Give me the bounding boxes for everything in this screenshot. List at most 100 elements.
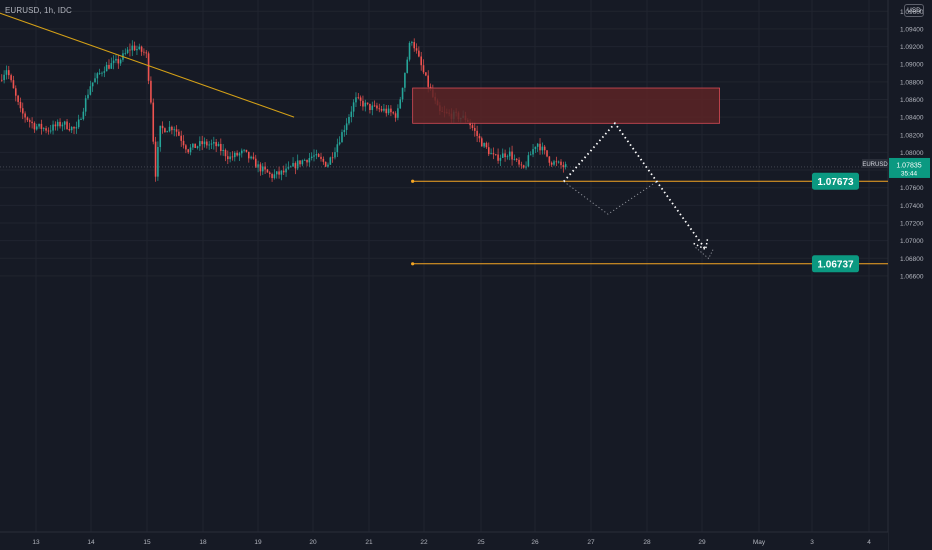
candle-body [271, 174, 273, 179]
candle-body [397, 108, 399, 118]
candle-body [66, 121, 68, 130]
candle-body [399, 99, 402, 109]
candle-body [161, 125, 164, 129]
supply-zone [412, 87, 720, 124]
candle-body [306, 159, 308, 163]
candle-body [362, 100, 364, 107]
candle-body [91, 82, 94, 87]
candle-body [206, 141, 208, 146]
candle-body [324, 161, 327, 167]
candle-body [229, 156, 231, 160]
candle-body [413, 42, 416, 49]
candle-body [315, 154, 318, 156]
candle-body [317, 154, 320, 157]
candle-body [257, 164, 259, 168]
candle-body [84, 98, 87, 112]
candle-body [119, 59, 122, 64]
candle-body [238, 153, 241, 156]
candle-body [404, 72, 406, 88]
candle-body [376, 105, 378, 109]
candle-body [175, 129, 178, 132]
candle-body [185, 145, 187, 150]
candle-body [7, 70, 10, 76]
candle-body [1, 79, 3, 81]
candle-body [5, 70, 8, 75]
candle-body [247, 151, 250, 159]
candle-body [168, 126, 171, 132]
candle-body [82, 111, 85, 120]
candle-body [26, 117, 29, 121]
candle-body [199, 141, 201, 147]
candle-body [147, 53, 150, 81]
candle-body [234, 152, 236, 158]
candle-body [217, 143, 220, 147]
candle-body [501, 153, 504, 158]
candle-body [110, 63, 113, 69]
candle-body [63, 121, 66, 125]
candle-body [33, 123, 36, 130]
candle-body [536, 143, 539, 147]
candle-body [140, 46, 143, 52]
candle-body [308, 158, 311, 163]
candle-body [94, 78, 96, 83]
time-tick-label: 4 [867, 539, 871, 546]
price-tick-label: 1.08000 [900, 150, 924, 157]
candle-body [292, 163, 294, 167]
candle-body [96, 73, 99, 79]
candle-body [473, 127, 476, 131]
candle-body [21, 108, 24, 114]
candle-body [511, 151, 513, 160]
candle-body [331, 157, 334, 159]
candle-body [275, 171, 278, 175]
arrow-head-shadow [695, 247, 715, 260]
candle-body [268, 172, 271, 175]
price-tick-label: 1.09600 [900, 9, 924, 16]
price-tag-value: 1.07835 [896, 162, 921, 169]
chart-title: EURUSD, 1h, IDC [5, 6, 72, 15]
candle-body [310, 156, 313, 159]
candle-body [499, 157, 502, 161]
candle-body [133, 45, 136, 51]
candle-body [12, 80, 15, 89]
candle-body [534, 146, 537, 150]
candle-body [546, 150, 548, 157]
level-label-box [812, 255, 859, 273]
candle-body [408, 43, 411, 60]
candle-body [17, 95, 19, 102]
price-tick-label: 1.09200 [900, 44, 924, 51]
candle-body [471, 125, 474, 128]
candle-body [266, 169, 269, 173]
currency-badge[interactable]: USD [904, 4, 924, 17]
candle-body [98, 72, 101, 74]
candle-body [476, 130, 478, 136]
candle-body [539, 143, 541, 151]
time-tick-label: 29 [698, 539, 706, 546]
candle-body [157, 146, 159, 177]
price-tick-label: 1.06800 [900, 256, 924, 263]
candle-body [59, 121, 61, 127]
candle-body [208, 144, 210, 146]
candle-body [289, 166, 292, 168]
candle-body [236, 152, 238, 156]
candle-body [203, 141, 206, 145]
candle-body [553, 161, 555, 165]
candle-body [213, 142, 215, 144]
candle-body [359, 97, 362, 101]
candle-body [252, 156, 255, 159]
candle-body [45, 128, 47, 131]
candle-body [562, 165, 565, 168]
candle-body [10, 75, 12, 81]
candle-body [313, 155, 315, 157]
candle-body [124, 52, 127, 54]
candle-body [3, 74, 5, 81]
candle-body [215, 142, 217, 147]
time-tick-label: 20 [309, 539, 317, 546]
candle-body [117, 58, 120, 64]
candle-body [411, 42, 413, 44]
price-tick-label: 1.07200 [900, 220, 924, 227]
candle-body [87, 94, 89, 99]
price-tag-box [889, 157, 930, 178]
candle-body [518, 159, 520, 165]
candle-body [299, 160, 301, 165]
